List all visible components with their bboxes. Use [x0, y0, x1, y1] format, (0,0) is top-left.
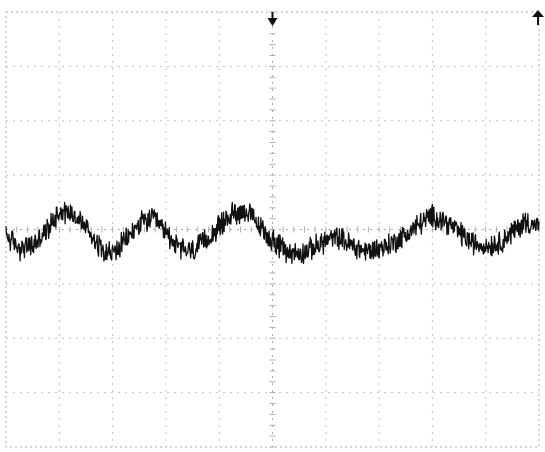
trigger-level-marker-icon	[532, 10, 544, 25]
trigger-time-marker-icon	[267, 12, 278, 26]
trace-layer	[5, 201, 540, 265]
waveform-trace	[5, 201, 540, 265]
marker-layer	[267, 10, 544, 26]
